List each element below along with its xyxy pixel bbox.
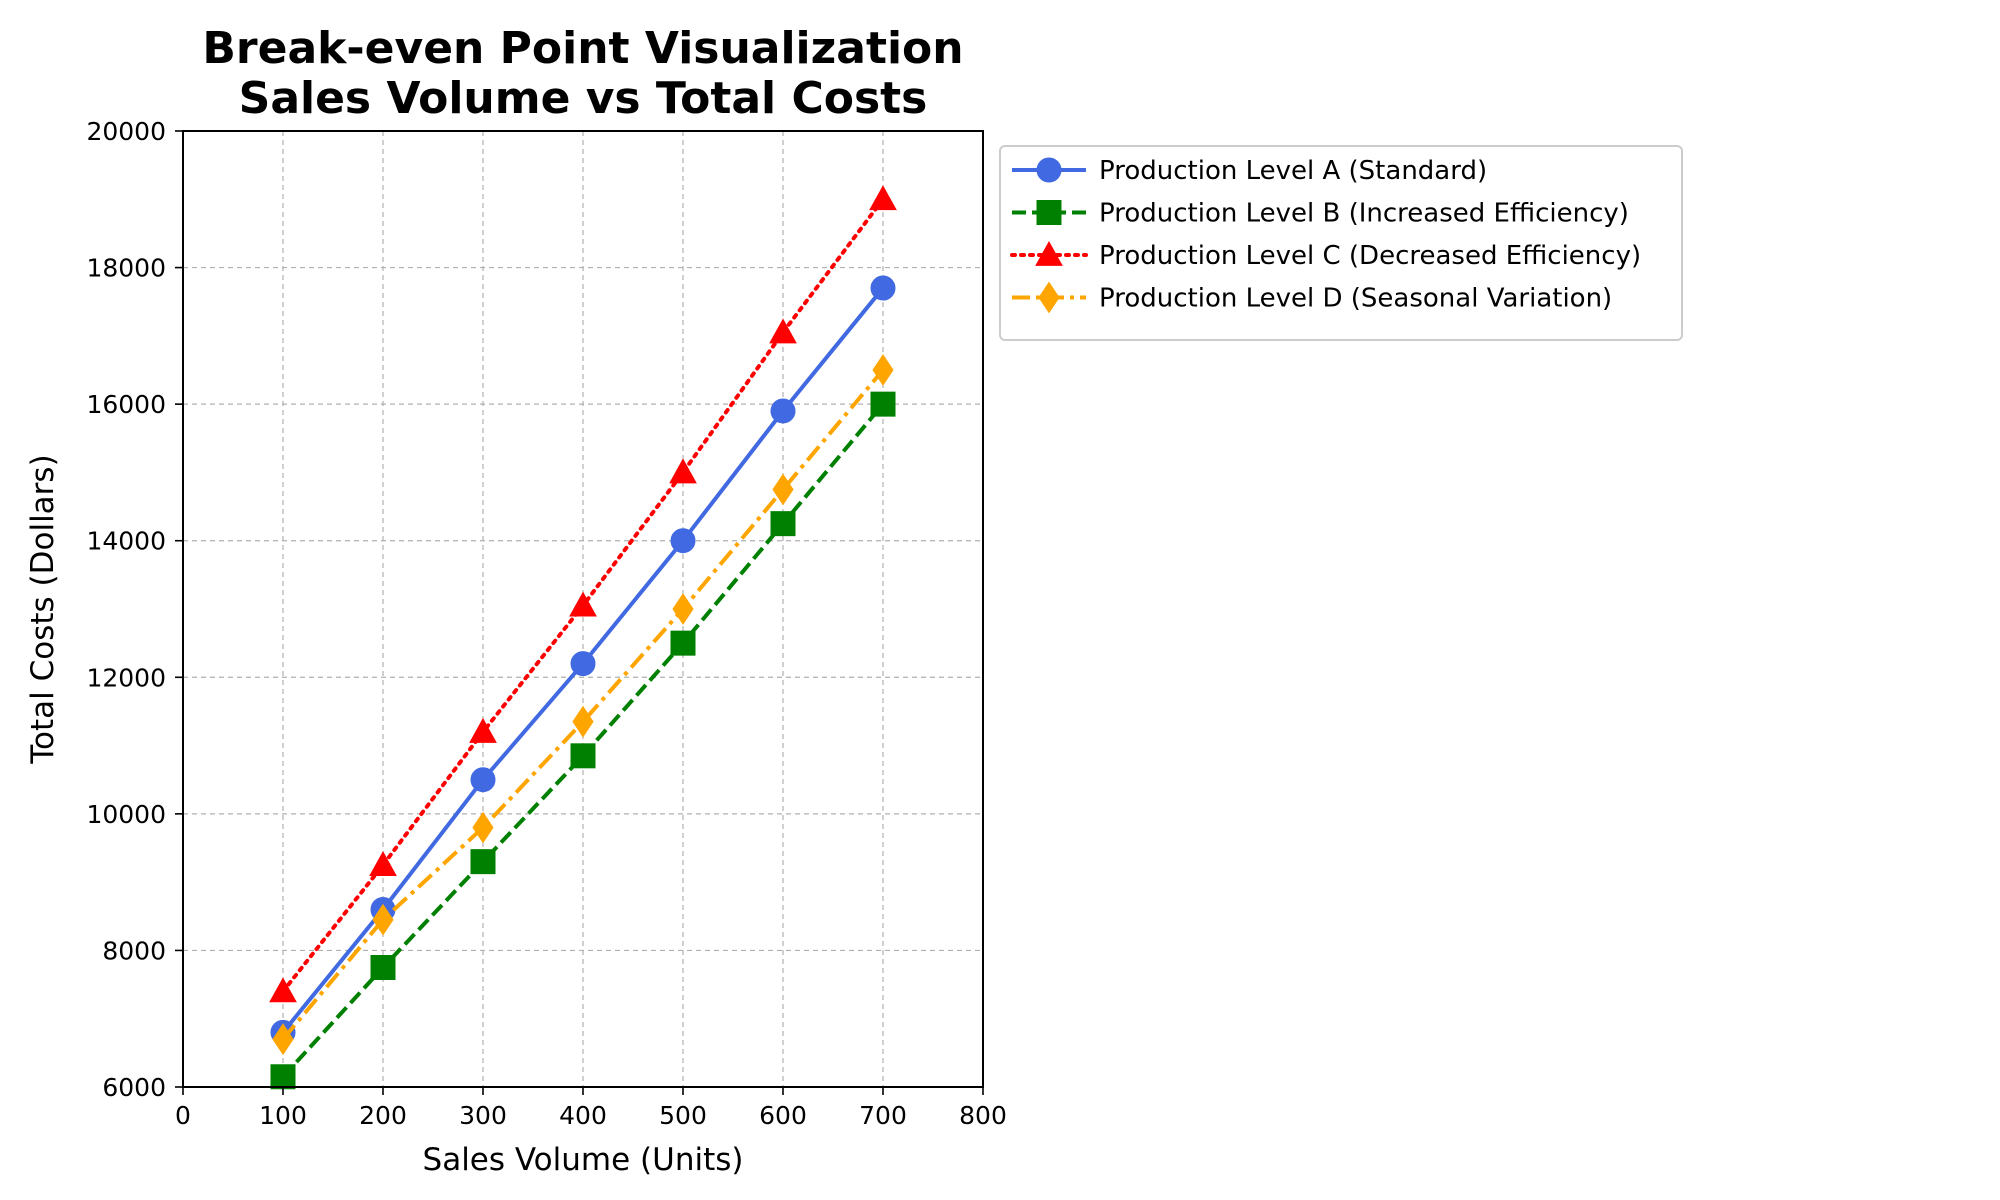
data-point	[470, 767, 496, 793]
legend-entry: Production Level C (Decreased Efficiency…	[1010, 240, 1641, 271]
x-axis-label: Sales Volume (Units)	[423, 1142, 744, 1178]
data-point	[769, 318, 797, 344]
x-tick-label: 500	[659, 1101, 707, 1130]
series-triangle-group	[269, 185, 897, 1003]
series-diamond-group	[272, 354, 894, 1056]
y-tick-label: 20000	[86, 117, 166, 146]
legend-entry: Production Level B (Increased Efficiency…	[1012, 199, 1629, 229]
x-tick-label: 100	[259, 1101, 307, 1130]
data-point	[770, 398, 796, 424]
legend-marker	[1038, 281, 1060, 314]
y-tick-label: 16000	[86, 390, 166, 419]
data-point	[372, 903, 394, 936]
x-axis-ticks: 0 100 200 300 400 500 600 700 800	[175, 1087, 1007, 1130]
chart-title-line-2: Sales Volume vs Total Costs	[239, 73, 928, 124]
y-tick-label: 8000	[102, 936, 166, 965]
y-tick-label: 10000	[86, 800, 166, 829]
legend-entry: Production Level A (Standard)	[1012, 156, 1487, 186]
data-point	[672, 593, 694, 625]
legend-marker	[1036, 157, 1062, 183]
y-axis-label: Total Costs (Dollars)	[25, 454, 61, 764]
data-point	[569, 591, 597, 617]
x-tick-label: 200	[359, 1101, 407, 1130]
y-axis-ticks: 6000 8000 10000 12000 14000 16000 18000 20000	[86, 117, 183, 1102]
legend-marker	[1035, 240, 1063, 266]
data-point	[369, 851, 397, 876]
chart-title: Break-even Point Visualization Sales Vol…	[202, 23, 963, 124]
data-point	[570, 651, 596, 677]
data-point	[869, 185, 897, 211]
data-series	[269, 185, 897, 1090]
x-tick-label: 400	[559, 1101, 607, 1130]
legend-label: Production Level B (Increased Efficiency…	[1099, 199, 1629, 229]
y-tick-label: 18000	[86, 254, 166, 283]
y-tick-label: 6000	[102, 1073, 166, 1102]
data-point	[870, 275, 896, 301]
legend-label: Production Level C (Decreased Efficiency…	[1099, 241, 1641, 271]
y-tick-label: 14000	[86, 527, 166, 556]
data-point	[570, 743, 596, 769]
series-line	[281, 368, 885, 1041]
legend-entry: Production Level D (Seasonal Variation)	[1012, 281, 1612, 314]
data-point	[572, 705, 594, 738]
data-point	[270, 1064, 296, 1090]
series-square-group	[270, 391, 896, 1090]
x-tick-label: 800	[959, 1101, 1007, 1130]
legend-label: Production Level D (Seasonal Variation)	[1099, 284, 1612, 314]
data-point	[670, 630, 696, 656]
data-point	[770, 511, 796, 537]
legend-label: Production Level A (Standard)	[1099, 156, 1487, 186]
data-point	[370, 955, 396, 980]
data-point	[872, 354, 894, 386]
data-point	[469, 717, 497, 743]
x-tick-label: 700	[859, 1101, 907, 1130]
data-point	[870, 391, 896, 417]
data-point	[472, 811, 494, 844]
legend-box	[999, 145, 1683, 341]
data-point	[670, 528, 696, 554]
data-point	[272, 1023, 294, 1056]
y-tick-label: 12000	[86, 663, 166, 692]
x-tick-label: 600	[759, 1101, 807, 1130]
data-point	[772, 473, 794, 506]
x-tick-label: 0	[175, 1101, 191, 1130]
series-circle-group	[270, 275, 896, 1045]
legend-marker	[1036, 200, 1062, 225]
x-tick-label: 300	[459, 1101, 507, 1130]
data-point	[669, 458, 697, 484]
legend: Production Level A (Standard) Production …	[999, 145, 1683, 341]
data-point	[269, 977, 297, 1003]
chart-title-line-1: Break-even Point Visualization	[202, 23, 963, 74]
data-point	[470, 849, 496, 875]
